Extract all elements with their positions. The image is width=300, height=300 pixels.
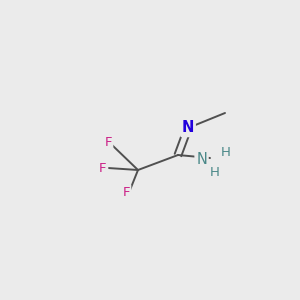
Text: H: H <box>210 166 220 178</box>
Text: N: N <box>182 121 194 136</box>
Text: F: F <box>99 161 107 175</box>
Text: N: N <box>196 152 207 167</box>
Text: F: F <box>122 185 130 199</box>
Text: F: F <box>104 136 112 149</box>
Text: H: H <box>221 146 231 160</box>
